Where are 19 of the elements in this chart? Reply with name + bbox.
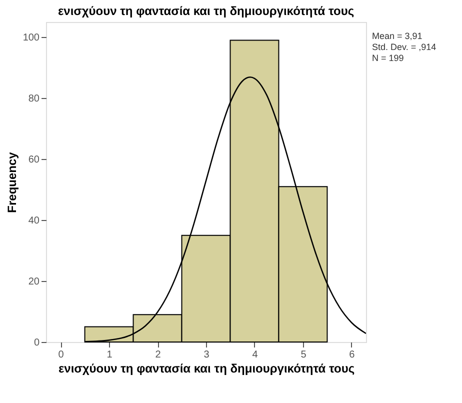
x-tick-label: 2: [155, 350, 162, 360]
x-tick-label: 0: [58, 350, 64, 360]
text: Std. Dev. = ,914: [372, 42, 436, 52]
x-tick-label: 3: [204, 350, 210, 360]
chart-title: ενισχύουν τη φαντασία και τη δημιουργικότητά τους: [58, 4, 354, 18]
x-tick-label: 1: [106, 350, 113, 360]
y-tick-label: 0: [34, 338, 40, 348]
y-tick-label: 100: [22, 32, 40, 44]
text: N = 199: [372, 53, 404, 63]
x-tick-label: 6: [349, 350, 356, 360]
y-axis-title: Frequency: [4, 152, 19, 213]
y-tick-label: 40: [28, 216, 40, 227]
y-tick-label: 60: [28, 154, 40, 166]
y-tick-label: 20: [28, 276, 40, 288]
y-tick-label: 80: [28, 94, 40, 105]
x-axis-title: ενισχύουν τη φαντασία και τη δημιουργικότητά τους: [58, 362, 355, 376]
x-tick-label: 5: [300, 350, 307, 360]
x-tick-label: 4: [252, 350, 258, 360]
text: Mean = 3,91: [372, 31, 422, 41]
